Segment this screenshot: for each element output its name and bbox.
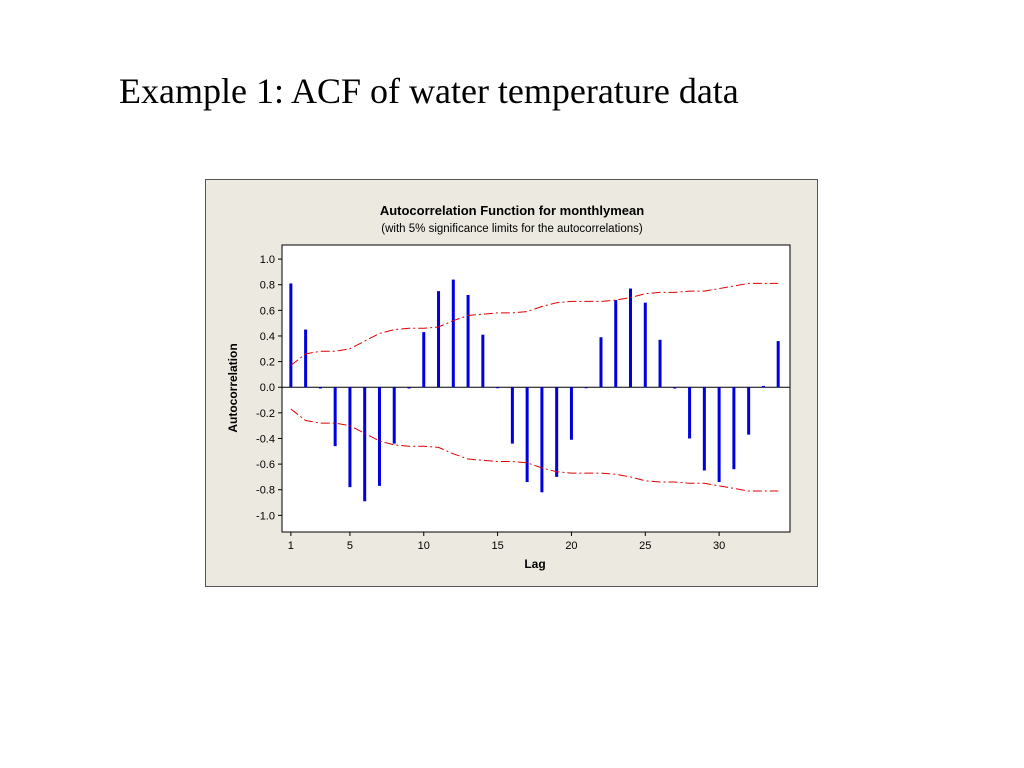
plot-area bbox=[281, 244, 791, 533]
acf-bar bbox=[688, 387, 692, 439]
acf-bar bbox=[363, 387, 367, 502]
y-tick-label: -0.8 bbox=[256, 485, 275, 497]
acf-bar bbox=[348, 387, 352, 488]
y-tick-label: 0.0 bbox=[260, 382, 275, 394]
y-tick-label: 0.8 bbox=[260, 280, 275, 292]
acf-bar bbox=[555, 387, 559, 477]
acf-bar bbox=[702, 387, 706, 471]
acf-chart-svg: Autocorrelation Function for monthlymean… bbox=[226, 203, 791, 571]
acf-bar bbox=[569, 387, 573, 440]
acf-bar bbox=[643, 302, 647, 388]
acf-bar bbox=[422, 332, 426, 388]
acf-bar bbox=[304, 329, 308, 388]
x-tick-label: 25 bbox=[639, 540, 651, 552]
lower-significance-limit bbox=[290, 408, 779, 492]
acf-bar bbox=[289, 283, 293, 388]
acf-bar bbox=[407, 387, 411, 389]
acf-bar bbox=[392, 387, 396, 444]
acf-bar bbox=[437, 291, 441, 388]
x-tick-label: 15 bbox=[491, 540, 503, 552]
acf-bar bbox=[333, 387, 337, 447]
acf-bar bbox=[658, 339, 662, 388]
acf-bars bbox=[289, 279, 780, 502]
acf-bar bbox=[377, 387, 381, 486]
x-axis-label: Lag bbox=[524, 557, 545, 571]
x-tick-label: 1 bbox=[288, 540, 294, 552]
acf-bar bbox=[761, 385, 765, 388]
y-tick-label: -0.4 bbox=[256, 433, 275, 445]
acf-bar bbox=[481, 334, 485, 388]
acf-bar bbox=[318, 387, 322, 389]
acf-bar bbox=[776, 341, 780, 388]
x-tick-label: 10 bbox=[418, 540, 430, 552]
acf-bar bbox=[614, 300, 618, 388]
y-tick-label: 1.0 bbox=[260, 254, 275, 266]
y-tick-label: -1.0 bbox=[256, 510, 275, 522]
y-tick-label: 0.6 bbox=[260, 305, 275, 317]
acf-bar bbox=[525, 387, 529, 483]
acf-bar bbox=[732, 387, 736, 470]
acf-bar bbox=[584, 387, 588, 389]
acf-bar bbox=[629, 288, 633, 388]
acf-chart: Autocorrelation Function for monthlymean… bbox=[205, 179, 818, 587]
slide-title: Example 1: ACF of water temperature data bbox=[119, 71, 739, 111]
y-axis: -1.0 -0.8 -0.6 -0.4 -0.2 0.0 0.2 0.4 0.6 0.8 1.0 bbox=[256, 254, 282, 522]
acf-bar bbox=[496, 387, 500, 389]
y-tick-label: 0.4 bbox=[260, 331, 275, 343]
acf-bar bbox=[510, 387, 514, 444]
x-tick-label: 30 bbox=[713, 540, 725, 552]
acf-bar bbox=[673, 387, 677, 389]
chart-title: Autocorrelation Function for monthlymean bbox=[380, 203, 644, 218]
acf-bar bbox=[599, 337, 603, 388]
acf-bar bbox=[717, 387, 721, 483]
x-tick-label: 5 bbox=[347, 540, 353, 552]
chart-subtitle: (with 5% significance limits for the aut… bbox=[381, 223, 643, 235]
acf-bar bbox=[540, 387, 544, 493]
acf-bar bbox=[466, 294, 470, 388]
acf-bar bbox=[747, 387, 751, 435]
x-tick-label: 20 bbox=[565, 540, 577, 552]
y-tick-label: -0.6 bbox=[256, 459, 275, 471]
y-axis-label: Autocorrelation bbox=[226, 343, 240, 432]
upper-significance-limit bbox=[290, 282, 779, 366]
acf-bar bbox=[451, 279, 455, 388]
y-tick-label: -0.2 bbox=[256, 408, 275, 420]
x-axis: 1 5 10 15 20 25 30 bbox=[288, 532, 725, 552]
y-tick-label: 0.2 bbox=[260, 357, 275, 369]
